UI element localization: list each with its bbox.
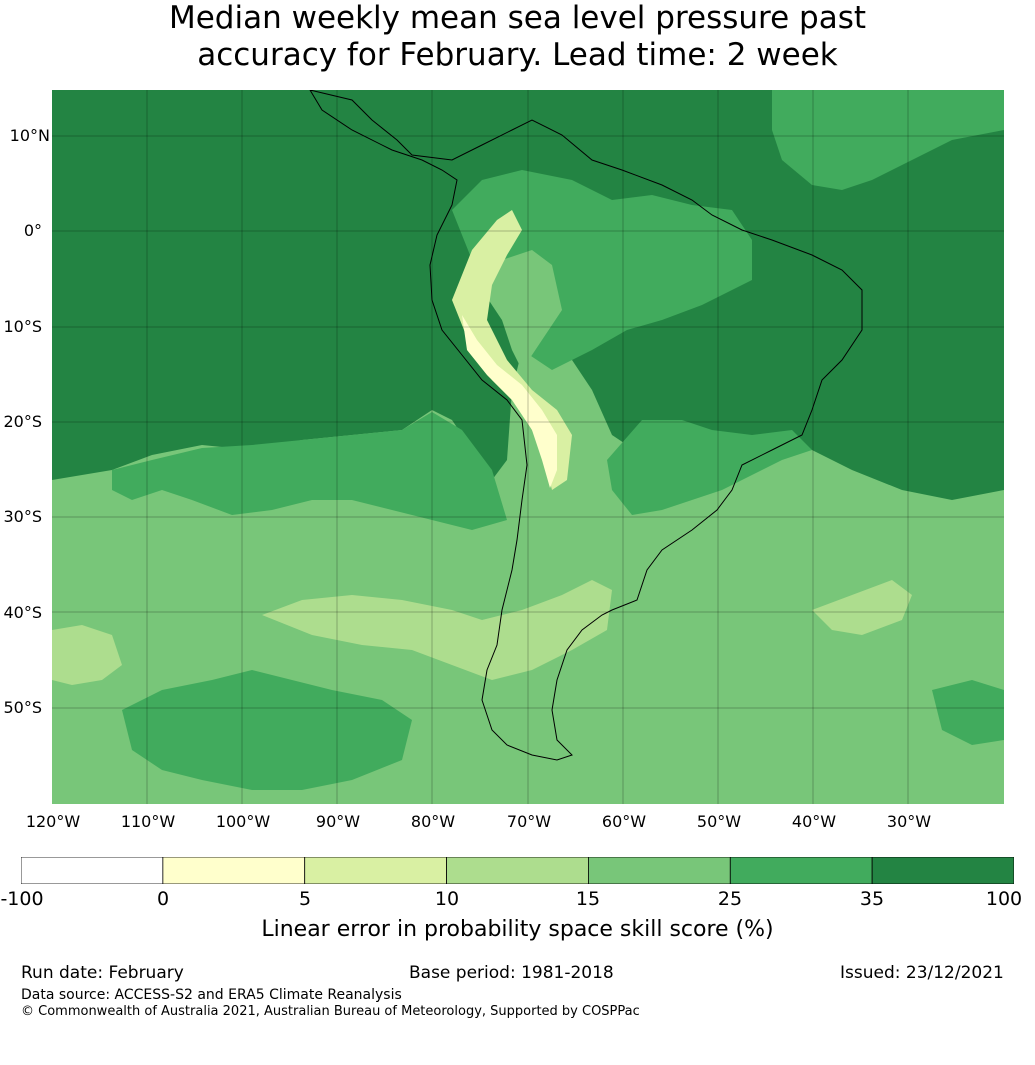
lon-label-120w: 120°W [25, 812, 81, 831]
lon-label-80w: 80°W [410, 812, 456, 831]
lon-label-30w: 30°W [886, 812, 932, 831]
copyright: © Commonwealth of Australia 2021, Austra… [21, 1004, 640, 1019]
colorbar-segment [304, 856, 447, 885]
region-25-35-south [122, 670, 412, 790]
colorbar-tick-5: 5 [298, 888, 312, 910]
lon-label-70w: 70°W [506, 812, 552, 831]
colorbar-label: Linear error in probability space skill … [261, 917, 774, 942]
lat-label-10n: 10°N [9, 126, 50, 145]
lat-label-20s: 20°S [3, 412, 42, 431]
colorbar-segment [588, 856, 731, 885]
colorbar-tick-35: 35 [859, 888, 885, 910]
lon-label-90w: 90°W [315, 812, 361, 831]
lat-label-30s: 30°S [3, 507, 42, 526]
lat-label-0: 0° [23, 221, 42, 240]
lon-label-60w: 60°W [601, 812, 647, 831]
region-25-35-southeast [932, 680, 1004, 745]
region-0-5-andes [462, 315, 557, 488]
lon-label-100w: 100°W [215, 812, 271, 831]
colorbar-tick-25: 25 [717, 888, 743, 910]
region-10-15-east [812, 580, 912, 635]
gridlines [52, 90, 1004, 804]
lat-label-50s: 50°S [3, 698, 42, 717]
region-25-35-mid [112, 412, 507, 530]
issued-date: Issued: 23/12/2021 [840, 963, 1004, 983]
colorbar-segment [871, 856, 1015, 885]
lat-label-40s: 40°S [3, 603, 42, 622]
map-canvas [52, 90, 1004, 804]
base-period: Base period: 1981-2018 [409, 963, 614, 983]
region-10-15-west [52, 625, 122, 685]
lon-label-40w: 40°W [791, 812, 837, 831]
run-date: Run date: February [21, 963, 184, 983]
map-title: Median weekly mean sea level pressure pa… [0, 0, 1035, 74]
region-15-25-andes [482, 250, 562, 370]
colorbar [20, 856, 1015, 885]
title-line-1: Median weekly mean sea level pressure pa… [168, 0, 866, 36]
colorbar-tick-neg100: -100 [0, 888, 44, 910]
colorbar-segment [20, 856, 164, 885]
colorbar-segment [446, 856, 589, 885]
region-25-35-east [607, 420, 812, 515]
colorbar-segment [162, 856, 306, 885]
colorbar-tick-0: 0 [156, 888, 170, 910]
lat-label-10s: 10°S [3, 317, 42, 336]
colorbar-segment [729, 856, 873, 885]
lon-label-110w: 110°W [120, 812, 176, 831]
coastline [309, 90, 863, 761]
region-25-35-northeast [772, 90, 1004, 190]
colorbar-tick-10: 10 [434, 888, 460, 910]
region-10-15-south [262, 580, 612, 680]
colorbar-svg [20, 856, 1015, 885]
colorbar-tick-100: 100 [985, 888, 1023, 910]
title-line-2: accuracy for February. Lead time: 2 week [197, 37, 838, 73]
lon-label-50w: 50°W [696, 812, 742, 831]
data-source: Data source: ACCESS-S2 and ERA5 Climate … [21, 987, 402, 1003]
skill-score-map [52, 90, 1004, 804]
colorbar-tick-15: 15 [575, 888, 601, 910]
